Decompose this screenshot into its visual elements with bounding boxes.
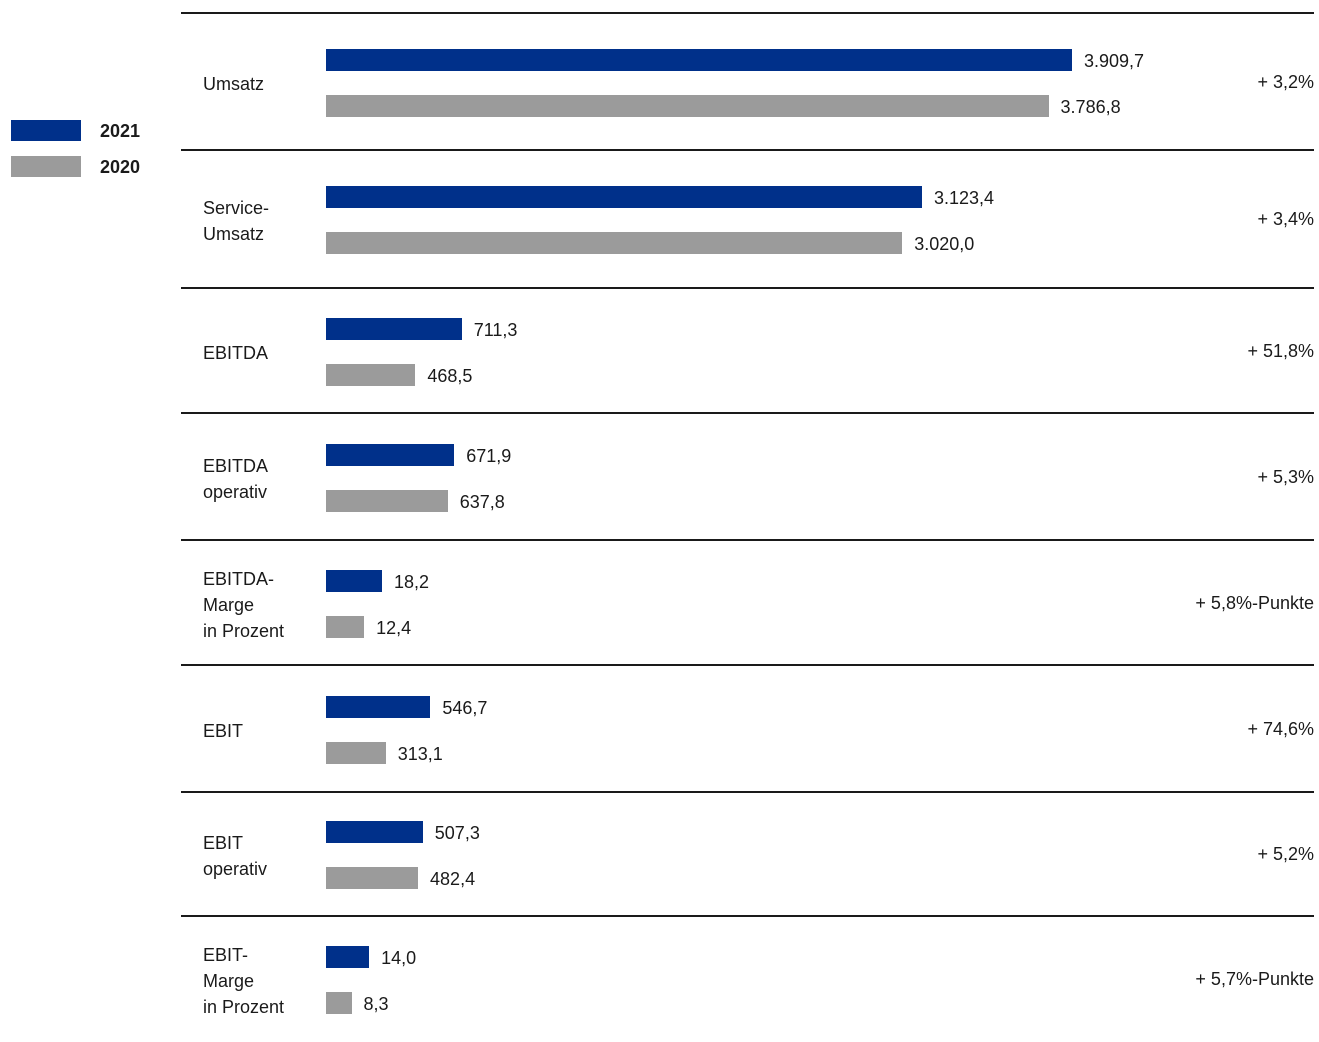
category-label: EBITDA operativ <box>203 453 313 505</box>
bar-2020 <box>326 489 448 512</box>
value-label-2020: 637,8 <box>459 491 505 512</box>
value-label-2021: 14,0 <box>381 948 417 968</box>
legend-label-2021: 2021 <box>100 121 141 141</box>
change-label: + 5,2% <box>1257 844 1314 864</box>
bar-2021 <box>326 569 382 592</box>
bar-2020 <box>326 363 416 386</box>
value-label-2020: 468,5 <box>427 365 473 386</box>
category-label-line: EBITDA <box>203 455 269 476</box>
value-label-2021: 711,3 <box>473 319 518 340</box>
category-label-line: EBIT <box>203 720 244 741</box>
value-label-2021: 3.123,4 <box>933 188 995 208</box>
category-label: EBITDA- Marge in Prozent <box>203 566 313 644</box>
category-label-line: operativ <box>203 481 268 502</box>
bar-2020 <box>326 867 419 889</box>
category-label-line: operativ <box>203 859 268 879</box>
row-separator <box>181 12 1314 14</box>
row-separator <box>181 287 1314 289</box>
category-label: EBITDA <box>203 340 313 366</box>
bar-2020 <box>326 992 352 1014</box>
bar-2020 <box>326 94 1049 117</box>
category-label: Umsatz <box>203 71 313 97</box>
value-label-2020: 3.786,8 <box>1060 96 1121 117</box>
value-label-2020: 313,1 <box>397 743 443 764</box>
row-separator <box>181 791 1314 793</box>
category-label: Service- Umsatz <box>203 195 313 247</box>
bar-2021 <box>326 317 462 340</box>
row-separator <box>181 412 1314 414</box>
category-label-line: EBITDA- <box>203 568 275 589</box>
category-label-line: Umsatz <box>203 73 265 94</box>
category-label-line: EBITDA <box>203 342 269 363</box>
bar-2021 <box>326 48 1072 71</box>
bar-2020 <box>326 615 365 638</box>
bar-2021 <box>326 695 431 718</box>
legend-swatch-2020 <box>11 156 81 177</box>
change-label: + 3,4% <box>1257 209 1314 229</box>
category-label-line: Service- <box>203 198 270 218</box>
change-label: + 5,8%-Punkte <box>1195 592 1314 613</box>
category-label: EBIT <box>203 718 313 744</box>
category-label: EBIT operativ <box>203 830 313 882</box>
value-label-2021: 18,2 <box>394 571 430 592</box>
value-label-2021: 3.909,7 <box>1084 50 1145 71</box>
value-label-2020: 482,4 <box>430 869 476 889</box>
value-label-2020: 8,3 <box>363 994 389 1014</box>
row-separator <box>181 149 1314 151</box>
change-label: + 3,2% <box>1257 71 1314 92</box>
category-label-line: Marge <box>203 971 255 991</box>
value-label-2021: 546,7 <box>442 697 488 718</box>
category-label: EBIT- Marge in Prozent <box>203 942 313 1020</box>
row-separator <box>181 539 1314 541</box>
value-label-2021: 507,3 <box>434 823 480 843</box>
value-label-2020: 12,4 <box>376 617 412 638</box>
row-separator <box>181 915 1314 917</box>
category-label-line: EBIT- <box>203 945 249 965</box>
bar-2021 <box>326 946 370 968</box>
bar-2021 <box>326 186 922 208</box>
change-label: + 51,8% <box>1247 340 1314 361</box>
value-label-2021: 671,9 <box>466 445 512 466</box>
category-label-line: EBIT <box>203 833 244 853</box>
category-label-line: in Prozent <box>203 997 285 1017</box>
bar-2020 <box>326 741 386 764</box>
category-label-line: in Prozent <box>203 620 285 641</box>
bar-2020 <box>326 232 903 254</box>
legend-swatch-2021 <box>11 120 81 141</box>
bar-2021 <box>326 443 455 466</box>
legend-label-2020: 2020 <box>100 157 141 177</box>
change-label: + 5,7%-Punkte <box>1195 969 1314 989</box>
change-label: + 5,3% <box>1257 466 1314 487</box>
category-label-line: Umsatz <box>203 224 265 244</box>
change-label: + 74,6% <box>1247 718 1314 739</box>
value-label-2020: 3.020,0 <box>914 234 975 254</box>
row-separator <box>181 664 1314 666</box>
category-label-line: Marge <box>203 594 255 615</box>
bar-2021 <box>326 821 423 843</box>
